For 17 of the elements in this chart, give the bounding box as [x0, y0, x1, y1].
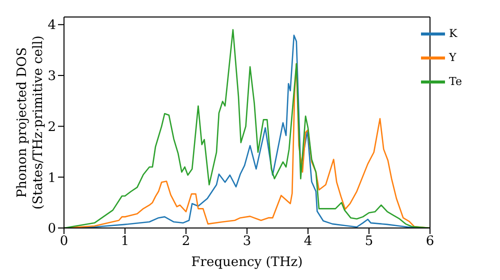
x-tick-label: 1	[120, 234, 130, 250]
y-tick-label: 1	[48, 170, 56, 186]
x-tick-label: 2	[182, 234, 190, 250]
y-tick-label: 3	[48, 69, 56, 84]
x-tick-label: 0	[60, 234, 68, 250]
legend-label: Te	[449, 74, 462, 88]
x-tick-label: 6	[426, 234, 434, 250]
y-tick-label: 2	[48, 120, 56, 135]
y-axis-title: Phonon projected DOS (States/THz·primitive cell)	[15, 35, 46, 210]
legend-label: K	[449, 26, 458, 40]
x-tick-label: 5	[364, 234, 374, 250]
y-tick-label: 4	[48, 18, 56, 34]
legend-label: Y	[449, 50, 456, 64]
y-tick-label: 0	[48, 222, 56, 237]
x-axis-title: Frequency (THz)	[191, 255, 303, 270]
x-tick-label: 4	[304, 234, 312, 250]
x-tick-label: 3	[242, 234, 252, 250]
